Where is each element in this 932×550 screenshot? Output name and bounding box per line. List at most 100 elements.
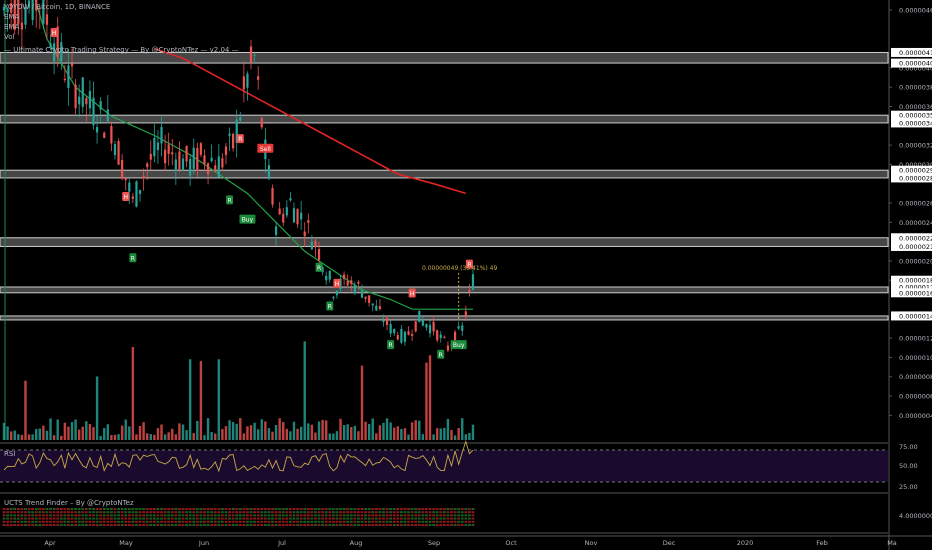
candle-body[interactable] <box>17 0 20 25</box>
candle-body[interactable] <box>203 155 206 164</box>
candle-body[interactable] <box>425 324 428 328</box>
candle-body[interactable] <box>185 145 188 162</box>
candle-body[interactable] <box>42 0 45 24</box>
candle-body[interactable] <box>411 334 414 336</box>
legend-ema-1[interactable]: EMA <box>4 13 20 21</box>
candle-body[interactable] <box>53 43 56 62</box>
candle-body[interactable] <box>149 153 152 160</box>
legend-vol[interactable]: Vol <box>4 33 15 41</box>
candle-body[interactable] <box>303 231 306 237</box>
candle-body[interactable] <box>253 55 256 56</box>
candle-body[interactable] <box>24 7 27 25</box>
candle-body[interactable] <box>403 331 407 342</box>
candle-body[interactable] <box>335 290 339 296</box>
candle-body[interactable] <box>174 159 177 171</box>
candle-body[interactable] <box>124 178 127 181</box>
candle-body[interactable] <box>156 142 160 151</box>
candle-body[interactable] <box>249 46 253 63</box>
candle-body[interactable] <box>67 65 70 88</box>
candle-body[interactable] <box>396 335 399 340</box>
candle-body[interactable] <box>282 213 285 223</box>
candle-body[interactable] <box>106 109 109 122</box>
price-axis[interactable]: 0.00000460 0.00000400 0.00000380 0.00000360… <box>888 0 932 550</box>
candle-body[interactable] <box>138 190 142 194</box>
time-axis[interactable]: Apr May Jun Jul Aug Sep Oct Nov Dec 2020 Feb Ma <box>0 535 932 547</box>
candle-body[interactable] <box>189 158 192 176</box>
candle-body[interactable] <box>428 325 432 334</box>
candle-body[interactable] <box>10 3 13 13</box>
candle-body[interactable] <box>307 220 310 223</box>
candle-body[interactable] <box>217 156 220 178</box>
candle-body[interactable] <box>418 310 421 323</box>
candle-body[interactable] <box>113 144 117 156</box>
candle-body[interactable] <box>461 325 464 331</box>
candle-body[interactable] <box>385 317 389 326</box>
candle-body[interactable] <box>171 152 174 155</box>
candle-body[interactable] <box>439 334 442 339</box>
candle-body[interactable] <box>400 328 403 343</box>
candle-body[interactable] <box>20 22 23 30</box>
candle-body[interactable] <box>432 321 435 332</box>
candle-body[interactable] <box>274 226 278 235</box>
candle-body[interactable] <box>45 14 49 25</box>
candle-body[interactable] <box>357 281 360 284</box>
legend-strategy[interactable]: — Ultimate Crypto Trading Strategy — By … <box>4 46 239 54</box>
candle-body[interactable] <box>160 126 163 144</box>
candle-body[interactable] <box>350 280 353 285</box>
candle-body[interactable] <box>267 165 271 179</box>
candle-body[interactable] <box>56 26 59 58</box>
candle-body[interactable] <box>346 280 349 286</box>
candle-body[interactable] <box>289 198 292 201</box>
candle-body[interactable] <box>35 0 38 11</box>
rsi-pane[interactable] <box>0 439 888 494</box>
candle-body[interactable] <box>353 285 356 294</box>
candle-body[interactable] <box>371 303 374 306</box>
candle-body[interactable] <box>214 165 217 172</box>
candle-body[interactable] <box>210 157 213 162</box>
candle-body[interactable] <box>285 207 288 216</box>
candle-body[interactable] <box>92 97 95 126</box>
candle-body[interactable] <box>85 98 88 105</box>
candle-body[interactable] <box>239 117 242 121</box>
candle-body[interactable] <box>314 240 317 248</box>
candle-body[interactable] <box>13 0 16 30</box>
candle-body[interactable] <box>436 330 439 341</box>
candle-body[interactable] <box>443 336 446 338</box>
candle-body[interactable] <box>103 132 106 138</box>
candle-body[interactable] <box>121 160 124 179</box>
candle-body[interactable] <box>228 133 231 136</box>
candle-body[interactable] <box>232 133 235 149</box>
candle-body[interactable] <box>131 196 134 199</box>
candle-body[interactable] <box>235 119 238 143</box>
candle-body[interactable] <box>181 158 185 171</box>
candle-body[interactable] <box>296 209 299 225</box>
candle-body[interactable] <box>257 76 260 80</box>
candle-body[interactable] <box>192 147 195 169</box>
candle-body[interactable] <box>38 8 41 10</box>
candle-body[interactable] <box>74 84 77 109</box>
candle-body[interactable] <box>278 208 281 215</box>
candle-body[interactable] <box>468 289 471 292</box>
candle-body[interactable] <box>407 331 410 335</box>
candle-body[interactable] <box>317 248 321 260</box>
candle-body[interactable] <box>164 149 167 164</box>
candle-body[interactable] <box>178 151 181 170</box>
candle-body[interactable] <box>453 331 457 346</box>
candle-body[interactable] <box>167 144 170 154</box>
candle-body[interactable] <box>471 274 475 290</box>
candle-body[interactable] <box>60 42 63 62</box>
candle-body[interactable] <box>421 320 424 326</box>
price-candles[interactable] <box>2 0 475 353</box>
legend-symbol[interactable]: YOYOW / Bitcoin, 1D, BINANCE <box>4 3 111 11</box>
candle-body[interactable] <box>378 306 381 309</box>
candle-body[interactable] <box>142 176 145 179</box>
candle-body[interactable] <box>49 43 52 48</box>
candle-body[interactable] <box>224 146 228 156</box>
candle-body[interactable] <box>260 118 263 128</box>
candle-body[interactable] <box>393 328 396 334</box>
candle-body[interactable] <box>2 6 6 11</box>
candle-body[interactable] <box>95 127 99 133</box>
candle-body[interactable] <box>310 241 313 250</box>
legend-ema-2[interactable]: EMA <box>4 23 20 31</box>
